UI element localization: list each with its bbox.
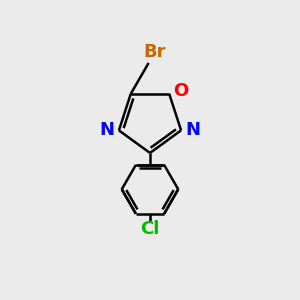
- Text: N: N: [186, 122, 201, 140]
- Text: N: N: [99, 122, 114, 140]
- Text: Br: Br: [144, 43, 166, 61]
- Text: O: O: [173, 82, 188, 100]
- Text: Cl: Cl: [140, 220, 160, 238]
